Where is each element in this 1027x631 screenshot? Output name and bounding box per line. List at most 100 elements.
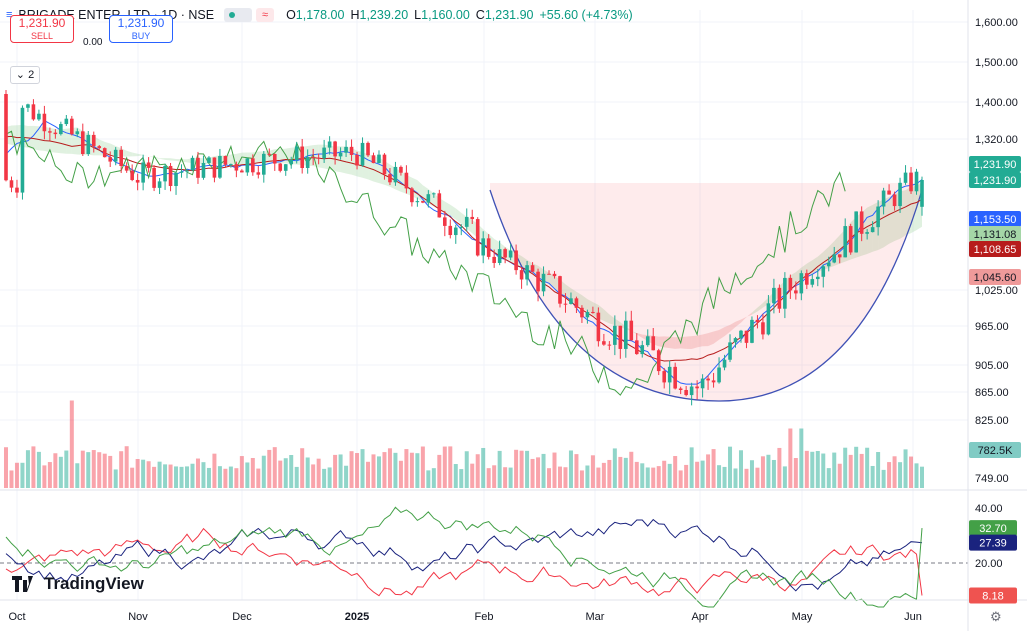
candle-body — [881, 190, 886, 207]
volume-bar — [607, 459, 612, 488]
candle-body — [514, 250, 518, 271]
candle-body — [404, 172, 409, 189]
cloud-segment — [148, 156, 155, 158]
volume-bar — [223, 468, 228, 488]
candle-body — [448, 225, 453, 236]
candle-body — [717, 367, 721, 383]
candle-body — [744, 330, 749, 343]
candle-body — [311, 156, 315, 158]
cloud-segment — [762, 297, 769, 308]
cloud-segment — [444, 201, 451, 216]
price-tag: 1,231.90 — [969, 156, 1021, 172]
volume-bar — [629, 451, 634, 488]
candle-body — [196, 157, 200, 178]
candle-body — [558, 276, 562, 304]
volume-bar — [245, 462, 250, 488]
indicator-wave-icon[interactable]: ≈ — [256, 8, 275, 22]
candle-body — [805, 273, 809, 285]
volume-bar — [618, 456, 623, 488]
volume-bar — [108, 455, 113, 488]
oscillator-tag-text: 32.70 — [979, 523, 1007, 535]
volume-bar — [360, 449, 365, 488]
candle-body — [355, 154, 359, 166]
buy-button[interactable]: 1,231.90 BUY — [109, 15, 173, 43]
volume-bar — [179, 466, 184, 488]
volume-bar — [634, 461, 639, 488]
volume-bar — [590, 455, 595, 488]
collapse-indicators-button[interactable]: ⌄ 2 — [10, 66, 40, 84]
volume-bar — [333, 454, 338, 488]
volume-bar — [579, 470, 584, 488]
price-tag: 782.5K — [969, 442, 1021, 458]
price-tag-bg — [969, 226, 1021, 242]
candle-body — [585, 311, 590, 318]
price-tag-text: 782.5K — [978, 445, 1014, 457]
candle-body — [218, 155, 222, 178]
volume-bar — [382, 452, 387, 488]
tradingview-branding[interactable]: TradingView — [12, 574, 144, 594]
volume-bar — [892, 456, 897, 488]
candle-body — [673, 366, 677, 389]
volume-bar — [623, 457, 628, 488]
cloud-segment — [757, 302, 763, 312]
volume-bar — [497, 450, 502, 488]
volume-bar — [448, 446, 453, 488]
menu-icon[interactable]: ≡ — [6, 9, 13, 21]
spread-value: 0.00 — [83, 37, 103, 48]
time-axis-label: Feb — [475, 611, 494, 623]
change-value: +55.60 (+4.73%) — [539, 8, 633, 22]
low-label: L — [414, 8, 422, 22]
volume-bar — [887, 462, 892, 488]
volume-bar — [344, 465, 349, 488]
sell-button[interactable]: 1,231.90 SELL — [10, 15, 74, 43]
oscillator-line — [5, 506, 923, 608]
candle-body — [634, 340, 639, 355]
candle-body — [525, 265, 529, 280]
time-axis-label: Dec — [232, 611, 252, 623]
cloud-segment — [658, 336, 665, 348]
candle-body — [267, 153, 272, 155]
volume-bar — [371, 454, 376, 488]
candle-body — [251, 158, 255, 173]
cloud-segment — [680, 336, 687, 349]
cloud-segment — [751, 307, 758, 315]
candle-body — [157, 181, 162, 188]
volume-bar — [393, 452, 398, 488]
candle-body — [591, 311, 595, 313]
volume-bar — [514, 449, 519, 488]
volume-bar — [152, 466, 157, 488]
volume-bar — [662, 460, 667, 488]
volume-bar — [749, 460, 754, 488]
cloud-segment — [587, 299, 593, 316]
volume-bar — [585, 465, 590, 488]
cloud-segment — [159, 158, 166, 160]
volume-bar — [843, 447, 848, 488]
volume-bar — [788, 428, 793, 488]
candle-body — [783, 277, 787, 309]
volume-bar — [525, 450, 530, 488]
candle-body — [596, 312, 601, 342]
candle-body — [799, 273, 804, 294]
candle-body — [486, 238, 491, 257]
candle-body — [399, 166, 403, 173]
volume-bar — [289, 455, 294, 488]
candle-body — [618, 325, 623, 349]
cloud-segment — [713, 330, 720, 344]
candle-body — [832, 254, 837, 263]
candle-body — [580, 307, 584, 318]
volume-bar — [97, 452, 102, 488]
volume-bar — [733, 468, 738, 488]
volume-bar — [426, 470, 431, 488]
volume-bar — [914, 463, 919, 488]
cloud-segment — [746, 312, 752, 318]
volume-bar — [53, 453, 58, 488]
market-status-icon[interactable] — [224, 8, 253, 22]
gear-icon[interactable]: ⚙ — [990, 609, 1002, 624]
oscillator-tag-text: 27.39 — [979, 538, 1007, 550]
cloud-segment — [132, 152, 138, 157]
candle-body — [706, 378, 710, 381]
volume-bar — [547, 468, 552, 488]
volume-bar — [859, 453, 864, 488]
cloud-segment — [581, 295, 588, 312]
